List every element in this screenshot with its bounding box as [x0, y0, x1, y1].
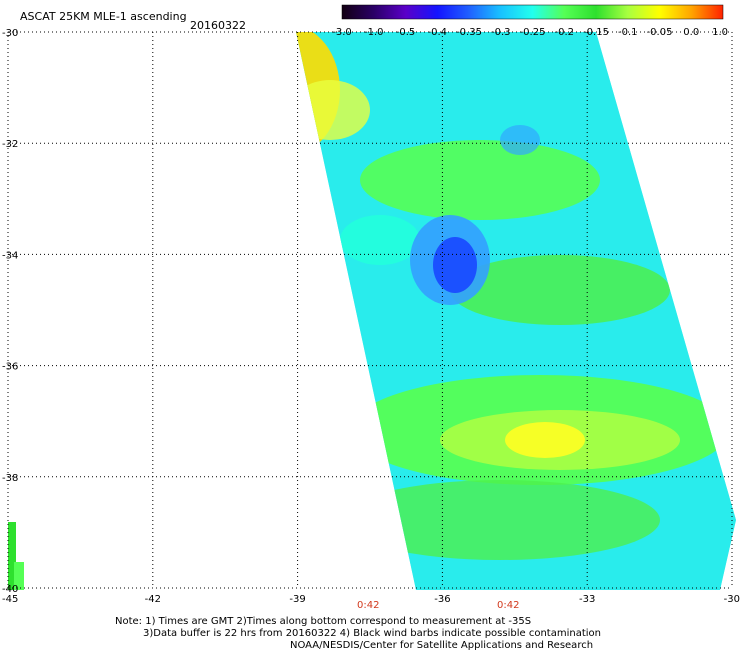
- graticule: [7, 31, 733, 589]
- longitude-label: -33: [579, 594, 595, 605]
- latitude-labels: -30 -32 -34 -36 -38 -40: [2, 28, 18, 595]
- longitude-label: -36: [434, 594, 450, 605]
- swath-data: [248, 32, 736, 590]
- colorbar-gradient: [341, 4, 724, 20]
- longitude-label: -39: [289, 594, 305, 605]
- edge-data-strip: [8, 522, 16, 590]
- colorbar-label: -0.2: [554, 27, 574, 38]
- colorbar-label: 0.0: [683, 27, 699, 38]
- longitude-label: -45: [2, 594, 18, 605]
- latitude-label: -40: [2, 584, 18, 595]
- map-title: ASCAT 25KM MLE-1 ascending: [20, 10, 187, 23]
- colorbar-label: -0.05: [647, 27, 673, 38]
- colorbar-label: 1.0: [712, 27, 728, 38]
- note-line-2: 3)Data buffer is 22 hrs from 20160322 4)…: [143, 628, 601, 639]
- map-date: 20160322: [190, 19, 246, 32]
- colorbar-label: -3.0: [332, 27, 352, 38]
- longitude-label: -30: [724, 594, 740, 605]
- latitude-label: -34: [2, 250, 18, 261]
- time-label-2: 0:42: [497, 600, 519, 611]
- colorbar-label: -0.4: [427, 27, 447, 38]
- note-line-1: Note: 1) Times are GMT 2)Times along bot…: [115, 616, 531, 627]
- colorbar-label: -0.1: [618, 27, 638, 38]
- colorbar-label: -0.5: [396, 27, 416, 38]
- time-label-1: 0:42: [357, 600, 379, 611]
- longitude-labels: -45 -42 -39 -36 -33 -30: [2, 594, 740, 605]
- edge-data-strip-2: [14, 562, 24, 590]
- longitude-label: -42: [145, 594, 161, 605]
- colorbar-label: -0.35: [456, 27, 482, 38]
- latitude-label: -36: [2, 362, 18, 373]
- colorbar-label: -0.3: [491, 27, 511, 38]
- colorbar: -3.0 -1.0 -0.5 -0.4 -0.35 -0.3 -0.25 -0.2 -0.15-…: [332, 4, 728, 38]
- colorbar-label: -1.0: [364, 27, 384, 38]
- latitude-label: -32: [2, 139, 18, 150]
- colorbar-label: -0.25: [520, 27, 546, 38]
- latitude-label: -30: [2, 28, 18, 39]
- latitude-label: -38: [2, 473, 18, 484]
- colorbar-label: -0.15: [583, 27, 609, 38]
- note-line-3: NOAA/NESDIS/Center for Satellite Applica…: [290, 640, 593, 650]
